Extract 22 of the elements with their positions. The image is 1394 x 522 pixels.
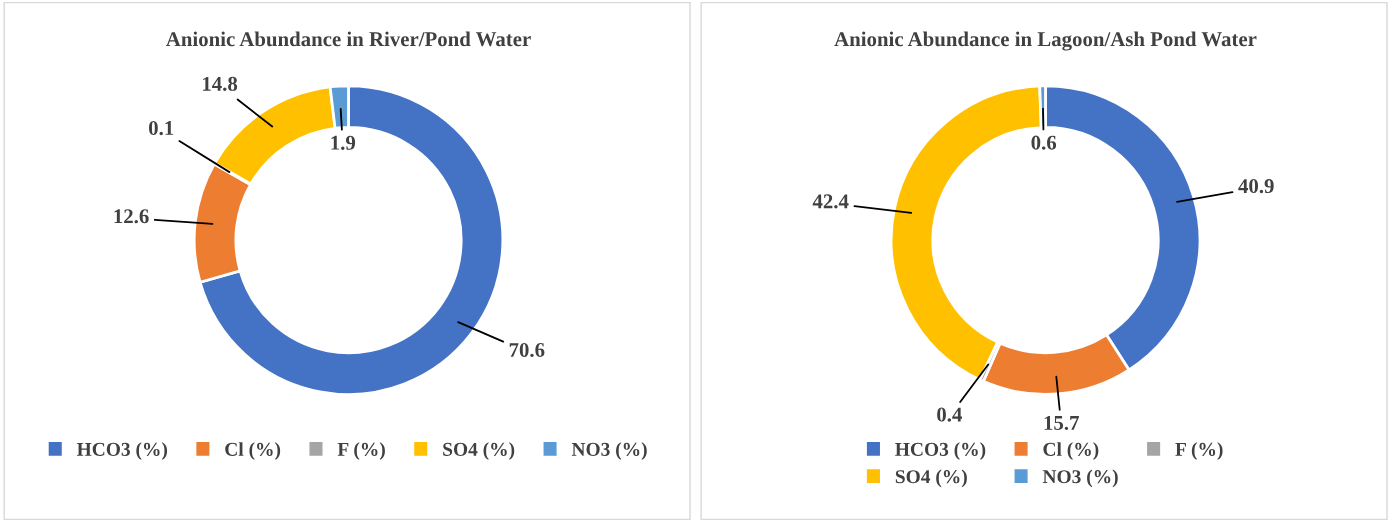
data-label: 0.6	[1031, 135, 1057, 150]
data-label: 42.4	[812, 194, 849, 209]
legend-label: SO4 (%)	[443, 442, 515, 460]
chart-title: Anionic Abundance in Lagoon/Ash Pond Water	[834, 31, 1257, 51]
legend-label: F (%)	[1175, 442, 1223, 460]
legend-label: SO4 (%)	[895, 469, 967, 488]
data-label: 0.4	[937, 407, 962, 422]
data-label: 0.1	[148, 121, 174, 136]
legend-label: Cl (%)	[225, 442, 281, 460]
legend-label: HCO3 (%)	[895, 442, 986, 460]
data-label: 40.9	[1238, 179, 1274, 194]
legend-label: NO3 (%)	[571, 442, 647, 460]
data-label: 14.8	[203, 76, 238, 91]
legend-label: HCO3 (%)	[76, 442, 168, 460]
data-label: 15.7	[1044, 416, 1079, 431]
legend-label: F (%)	[337, 442, 385, 460]
data-label: 1.9	[331, 135, 356, 150]
data-label: 12.6	[114, 209, 149, 224]
chart-title: Anionic Abundance in River/Pond Water	[166, 31, 531, 47]
legend-label: Cl (%)	[1043, 442, 1099, 460]
data-label: 70.6	[509, 342, 545, 358]
legend-label: NO3 (%)	[1042, 469, 1118, 488]
